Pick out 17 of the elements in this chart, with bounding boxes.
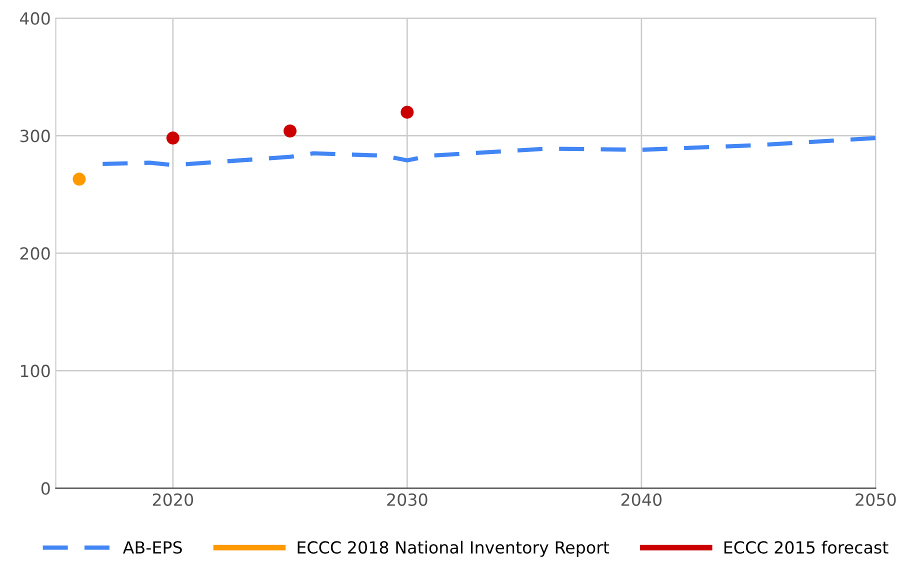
y-tick-label: 0 bbox=[41, 482, 50, 495]
line-series bbox=[100, 136, 876, 168]
y-tick-label: 200 bbox=[20, 247, 50, 260]
point bbox=[400, 106, 414, 119]
y-tick-label: 400 bbox=[20, 12, 50, 25]
x-tick-label: 2030 bbox=[387, 493, 428, 506]
legend-label: AB-EPS bbox=[122, 541, 182, 554]
x-tick-label: 2050 bbox=[856, 493, 896, 506]
legend-label: ECCC 2015 forecast bbox=[724, 540, 888, 554]
point bbox=[284, 124, 297, 138]
point bbox=[72, 172, 86, 186]
point bbox=[166, 132, 180, 145]
x-tick-label: 2040 bbox=[621, 493, 662, 506]
y-tick-label: 300 bbox=[20, 130, 50, 142]
legend-label: ECCC 2018 National Inventory Report bbox=[298, 540, 610, 557]
y-tick-label: 100 bbox=[20, 364, 50, 378]
x-tick-label: 2020 bbox=[152, 493, 194, 506]
